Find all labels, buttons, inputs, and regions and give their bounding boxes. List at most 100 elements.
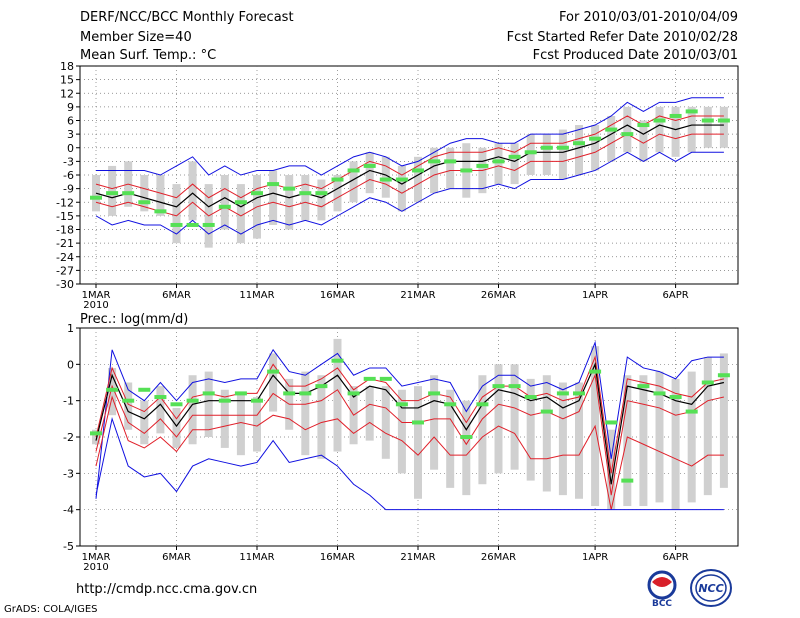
ensemble-box: [381, 156, 390, 198]
observed-marker: [412, 420, 424, 425]
ensemble-box: [719, 106, 728, 148]
observed-marker: [315, 191, 328, 196]
observed-marker: [395, 402, 408, 407]
y-tick-label: -21: [56, 237, 74, 250]
series-line-min: [95, 416, 724, 511]
series-line-lowest: [95, 395, 724, 510]
ensemble-box: [703, 357, 712, 496]
observed-marker: [251, 191, 263, 196]
observed-marker: [106, 191, 119, 196]
observed-marker: [106, 387, 119, 392]
observed-marker: [90, 431, 102, 436]
y-tick-label: -15: [56, 210, 74, 223]
observed-marker: [186, 222, 199, 227]
observed-marker: [267, 182, 280, 187]
ensemble-box: [236, 393, 245, 456]
observed-marker: [621, 132, 634, 137]
variable-label: Mean Surf. Temp.: °C: [80, 48, 217, 63]
plot-panel-1: -30-27-24-21-18-15-12-9-6-303691215181MA…: [56, 60, 739, 311]
observed-marker: [234, 200, 247, 205]
y-tick-label: 12: [60, 87, 74, 100]
ensemble-box: [188, 375, 197, 445]
forecast-period: For 2010/03/01-2010/04/09: [559, 10, 738, 25]
observed-marker: [701, 118, 714, 123]
series-line-max: [95, 340, 724, 499]
ensemble-box: [236, 184, 245, 244]
ensemble-box: [92, 175, 100, 212]
panel-title: Prec.: log(mm/d): [80, 312, 188, 327]
observed-marker: [363, 376, 376, 381]
ensemble-box: [140, 400, 149, 445]
observed-marker: [138, 200, 151, 205]
y-tick-label: -9: [63, 183, 74, 196]
ensemble-box: [365, 386, 374, 441]
ensemble-box: [575, 382, 583, 499]
observed-marker: [218, 398, 231, 403]
x-tick-label: 21MAR: [400, 290, 435, 301]
ensemble-box: [623, 106, 632, 153]
observed-marker: [218, 204, 231, 209]
ensemble-box: [269, 170, 278, 225]
observed-marker: [347, 168, 360, 173]
observed-marker: [540, 145, 553, 150]
ensemble-box: [575, 125, 583, 175]
observed-marker: [283, 391, 296, 396]
observed-marker: [589, 136, 602, 141]
x-tick-label: 26MAR: [481, 552, 516, 563]
x-year-label: 2010: [83, 562, 108, 573]
y-tick-label: -30: [56, 278, 74, 291]
ensemble-box: [156, 386, 165, 434]
observed-marker: [444, 402, 457, 407]
y-tick-label: -18: [56, 224, 74, 237]
ensemble-box: [285, 175, 294, 230]
observed-marker: [202, 222, 215, 227]
x-tick-label: 16MAR: [320, 290, 355, 301]
chart-title: DERF/NCC/BCC Monthly Forecast: [80, 10, 294, 25]
y-tick-label: -12: [56, 196, 74, 209]
ensemble-box: [108, 165, 117, 216]
ensemble-box: [526, 134, 535, 175]
observed-marker: [524, 395, 537, 400]
observed-marker: [717, 118, 730, 123]
y-tick-label: -3: [63, 155, 74, 168]
ensemble-box: [220, 175, 229, 230]
ensemble-box: [655, 106, 664, 153]
source-url[interactable]: http://cmdp.ncc.cma.gov.cn: [76, 582, 258, 597]
observed-marker: [605, 127, 618, 132]
observed-marker: [299, 191, 312, 196]
observed-marker: [669, 113, 682, 118]
ensemble-box: [156, 175, 165, 216]
ensemble-box: [671, 378, 680, 510]
x-tick-label: 6MAR: [162, 290, 191, 301]
x-tick-label: 1APR: [582, 552, 608, 563]
observed-marker: [669, 395, 682, 400]
observed-marker: [234, 391, 247, 396]
observed-marker: [492, 384, 505, 389]
series-line-lower: [95, 133, 724, 217]
y-tick-label: -3: [63, 467, 74, 480]
y-tick-label: 0: [67, 358, 74, 371]
x-tick-label: 16MAR: [320, 552, 355, 563]
observed-marker: [122, 191, 135, 196]
observed-marker: [331, 358, 344, 363]
ensemble-box: [591, 125, 600, 171]
x-tick-label: 1MAR: [82, 290, 111, 301]
ensemble-box: [478, 375, 487, 485]
observed-marker: [379, 177, 392, 182]
observed-marker: [573, 141, 585, 146]
svg-text:NCC: NCC: [698, 582, 723, 595]
ensemble-box: [172, 407, 181, 448]
observed-marker: [444, 159, 457, 164]
ensemble-box: [558, 382, 567, 496]
observed-marker: [556, 391, 569, 396]
ensemble-box: [397, 389, 406, 474]
x-tick-label: 1MAR: [82, 552, 111, 563]
y-tick-label: -1: [63, 395, 74, 408]
ensemble-box: [414, 386, 422, 499]
observed-marker: [637, 123, 650, 128]
observed-marker: [170, 222, 183, 227]
ensemble-box: [558, 129, 567, 180]
ensemble-box: [269, 353, 278, 412]
x-tick-label: 1APR: [582, 290, 608, 301]
x-tick-label: 6MAR: [162, 552, 191, 563]
